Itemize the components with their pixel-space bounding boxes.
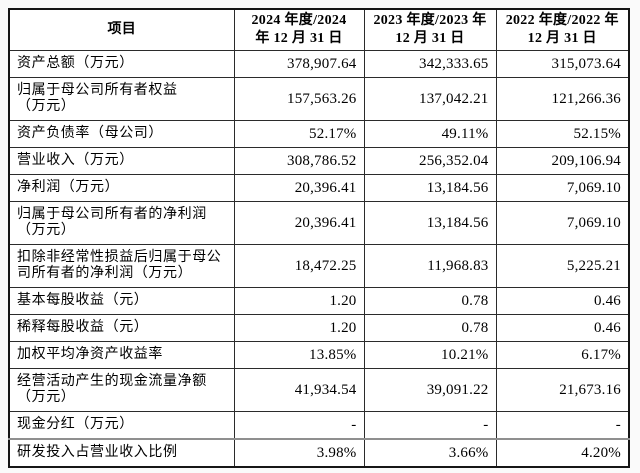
table-row: 研发投入占营业收入比例 3.98% 3.66% 4.20% <box>8 438 630 468</box>
row-label: 净利润（万元） <box>8 174 235 202</box>
value-2024: - <box>233 411 365 440</box>
value-2024: 3.98% <box>233 438 365 468</box>
row-label: 稀释每股收益（元） <box>8 314 235 342</box>
table-row: 营业收入（万元） 308,786.52 256,352.04 209,106.9… <box>8 147 630 175</box>
financial-summary-table: 项目 2024 年度/2024 年 12 月 31 日 2023 年度/2023… <box>8 8 630 468</box>
row-label: 加权平均净资产收益率 <box>8 341 235 369</box>
value-2023: 49.11% <box>363 120 497 148</box>
value-2024: 13.85% <box>233 341 365 369</box>
value-2023: 0.78 <box>363 314 497 342</box>
value-2024: 20,396.41 <box>233 201 365 245</box>
table-row: 归属于母公司所有者的净利润 （万元） 20,396.41 13,184.56 7… <box>8 201 630 245</box>
row-label: 经营活动产生的现金流量净额 （万元） <box>8 368 235 412</box>
value-2022: 6.17% <box>495 341 630 369</box>
value-2022: 4.20% <box>495 438 630 468</box>
value-2023: 13,184.56 <box>363 201 497 245</box>
column-header-2022: 2022 年度/2022 年 12 月 31 日 <box>495 8 630 51</box>
table-row: 经营活动产生的现金流量净额 （万元） 41,934.54 39,091.22 2… <box>8 368 630 412</box>
value-2023: 10.21% <box>363 341 497 369</box>
row-label: 现金分红（万元） <box>8 411 235 440</box>
row-label: 扣除非经常性损益后归属于母公 司所有者的净利润（万元） <box>8 244 235 288</box>
table-row: 稀释每股收益（元） 1.20 0.78 0.46 <box>8 314 630 342</box>
value-2023: 137,042.21 <box>363 77 497 121</box>
value-2024: 308,786.52 <box>233 147 365 175</box>
table-row: 资产负债率（母公司） 52.17% 49.11% 52.15% <box>8 120 630 148</box>
value-2023: 0.78 <box>363 287 497 315</box>
row-label: 资产总额（万元） <box>8 50 235 78</box>
value-2023: 342,333.65 <box>363 50 497 78</box>
table-body: 资产总额（万元） 378,907.64 342,333.65 315,073.6… <box>8 50 630 468</box>
value-2023: - <box>363 411 497 440</box>
row-label: 资产负债率（母公司） <box>8 120 235 148</box>
value-2022: 315,073.64 <box>495 50 630 78</box>
table-row: 扣除非经常性损益后归属于母公 司所有者的净利润（万元） 18,472.25 11… <box>8 244 630 288</box>
row-label: 营业收入（万元） <box>8 147 235 175</box>
value-2024: 378,907.64 <box>233 50 365 78</box>
value-2024: 1.20 <box>233 287 365 315</box>
value-2022: 7,069.10 <box>495 174 630 202</box>
value-2024: 1.20 <box>233 314 365 342</box>
value-2022: 5,225.21 <box>495 244 630 288</box>
value-2022: 52.15% <box>495 120 630 148</box>
value-2022: 121,266.36 <box>495 77 630 121</box>
value-2022: - <box>495 411 630 440</box>
value-2024: 157,563.26 <box>233 77 365 121</box>
value-2022: 21,673.16 <box>495 368 630 412</box>
value-2023: 11,968.83 <box>363 244 497 288</box>
row-label: 研发投入占营业收入比例 <box>8 438 235 468</box>
value-2024: 20,396.41 <box>233 174 365 202</box>
value-2024: 41,934.54 <box>233 368 365 412</box>
value-2024: 52.17% <box>233 120 365 148</box>
table-row: 归属于母公司所有者权益 （万元） 157,563.26 137,042.21 1… <box>8 77 630 121</box>
value-2023: 3.66% <box>363 438 497 468</box>
value-2022: 0.46 <box>495 314 630 342</box>
column-header-item: 项目 <box>8 8 235 51</box>
row-label: 归属于母公司所有者的净利润 （万元） <box>8 201 235 245</box>
value-2022: 0.46 <box>495 287 630 315</box>
value-2022: 209,106.94 <box>495 147 630 175</box>
row-label: 基本每股收益（元） <box>8 287 235 315</box>
table-row: 基本每股收益（元） 1.20 0.78 0.46 <box>8 287 630 315</box>
value-2023: 256,352.04 <box>363 147 497 175</box>
table-row: 现金分红（万元） - - - <box>8 411 630 440</box>
table-row: 净利润（万元） 20,396.41 13,184.56 7,069.10 <box>8 174 630 202</box>
table-row: 资产总额（万元） 378,907.64 342,333.65 315,073.6… <box>8 50 630 78</box>
value-2022: 7,069.10 <box>495 201 630 245</box>
header-row: 项目 2024 年度/2024 年 12 月 31 日 2023 年度/2023… <box>8 8 630 51</box>
column-header-2024: 2024 年度/2024 年 12 月 31 日 <box>233 8 365 51</box>
value-2024: 18,472.25 <box>233 244 365 288</box>
value-2023: 39,091.22 <box>363 368 497 412</box>
table-row: 加权平均净资产收益率 13.85% 10.21% 6.17% <box>8 341 630 369</box>
row-label: 归属于母公司所有者权益 （万元） <box>8 77 235 121</box>
column-header-2023: 2023 年度/2023 年 12 月 31 日 <box>363 8 497 51</box>
value-2023: 13,184.56 <box>363 174 497 202</box>
